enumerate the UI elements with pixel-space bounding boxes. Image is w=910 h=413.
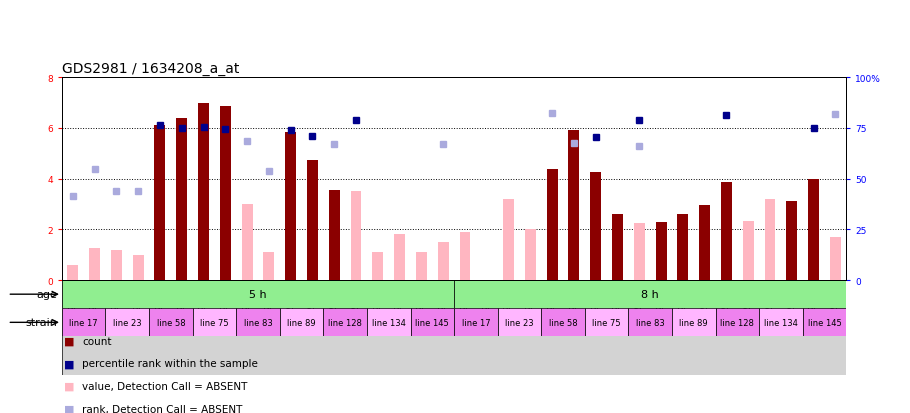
Text: line 23: line 23 bbox=[505, 318, 534, 327]
Bar bbox=[307, 160, 318, 280]
Text: ■: ■ bbox=[64, 404, 75, 413]
Text: line 128: line 128 bbox=[721, 318, 754, 327]
Bar bbox=[612, 215, 623, 280]
Bar bbox=[438, 242, 449, 280]
Bar bbox=[220, 107, 231, 280]
Bar bbox=[591, 173, 602, 280]
Bar bbox=[155, 126, 166, 280]
Bar bbox=[808, 179, 819, 280]
Bar bbox=[62, 309, 106, 337]
Text: line 128: line 128 bbox=[329, 318, 362, 327]
Bar bbox=[498, 309, 541, 337]
Bar bbox=[759, 309, 803, 337]
Bar bbox=[350, 192, 361, 280]
Bar bbox=[672, 309, 715, 337]
Bar bbox=[460, 233, 470, 280]
Text: ■: ■ bbox=[64, 358, 75, 368]
Bar bbox=[699, 206, 710, 280]
Bar bbox=[634, 223, 645, 280]
Text: 8 h: 8 h bbox=[642, 290, 659, 299]
Text: percentile rank within the sample: percentile rank within the sample bbox=[82, 358, 258, 368]
Bar bbox=[285, 133, 296, 280]
Text: ■: ■ bbox=[64, 381, 75, 391]
Bar bbox=[323, 309, 367, 337]
Text: line 58: line 58 bbox=[549, 318, 577, 327]
Text: line 145: line 145 bbox=[808, 318, 842, 327]
Bar bbox=[372, 253, 383, 280]
Bar bbox=[743, 221, 753, 280]
Bar bbox=[830, 237, 841, 280]
Bar bbox=[367, 309, 410, 337]
Text: GDS2981 / 1634208_a_at: GDS2981 / 1634208_a_at bbox=[62, 62, 239, 76]
Text: line 134: line 134 bbox=[372, 318, 406, 327]
Text: line 17: line 17 bbox=[69, 318, 98, 327]
Bar bbox=[149, 309, 193, 337]
Text: line 145: line 145 bbox=[416, 318, 450, 327]
Bar bbox=[629, 309, 672, 337]
Bar bbox=[503, 199, 514, 280]
Bar bbox=[89, 249, 100, 280]
Bar bbox=[655, 222, 666, 280]
Bar bbox=[454, 309, 498, 337]
Bar bbox=[133, 255, 144, 280]
Bar bbox=[569, 131, 580, 280]
Text: line 75: line 75 bbox=[592, 318, 621, 327]
Bar bbox=[263, 253, 274, 280]
Bar bbox=[803, 309, 846, 337]
Bar bbox=[177, 119, 187, 280]
Bar bbox=[416, 253, 427, 280]
Text: line 75: line 75 bbox=[200, 318, 228, 327]
Bar bbox=[193, 309, 237, 337]
Bar bbox=[111, 250, 122, 280]
Bar bbox=[198, 103, 209, 280]
Bar bbox=[547, 169, 558, 280]
Text: line 58: line 58 bbox=[157, 318, 185, 327]
Text: ■: ■ bbox=[64, 336, 75, 346]
Bar bbox=[242, 204, 253, 280]
Text: 5 h: 5 h bbox=[249, 290, 267, 299]
Bar bbox=[67, 265, 78, 280]
Bar bbox=[279, 309, 323, 337]
Bar bbox=[410, 309, 454, 337]
Bar bbox=[764, 199, 775, 280]
Bar bbox=[721, 183, 732, 280]
Bar bbox=[585, 309, 629, 337]
Text: line 83: line 83 bbox=[244, 318, 272, 327]
Text: age: age bbox=[36, 290, 57, 299]
Text: line 83: line 83 bbox=[636, 318, 664, 327]
Text: count: count bbox=[82, 336, 111, 346]
Bar bbox=[237, 309, 279, 337]
Bar bbox=[106, 309, 149, 337]
Bar bbox=[329, 191, 339, 280]
Text: line 89: line 89 bbox=[680, 318, 708, 327]
Bar bbox=[715, 309, 759, 337]
Bar bbox=[525, 230, 536, 280]
Text: line 23: line 23 bbox=[113, 318, 142, 327]
Bar bbox=[786, 202, 797, 280]
Text: value, Detection Call = ABSENT: value, Detection Call = ABSENT bbox=[82, 381, 248, 391]
Text: rank, Detection Call = ABSENT: rank, Detection Call = ABSENT bbox=[82, 404, 242, 413]
Text: strain: strain bbox=[25, 318, 57, 328]
Bar bbox=[62, 280, 454, 309]
Bar bbox=[541, 309, 585, 337]
Text: line 17: line 17 bbox=[461, 318, 490, 327]
Bar bbox=[454, 280, 846, 309]
Bar bbox=[394, 235, 405, 280]
Text: line 89: line 89 bbox=[288, 318, 316, 327]
Text: line 134: line 134 bbox=[764, 318, 798, 327]
Bar bbox=[677, 215, 688, 280]
